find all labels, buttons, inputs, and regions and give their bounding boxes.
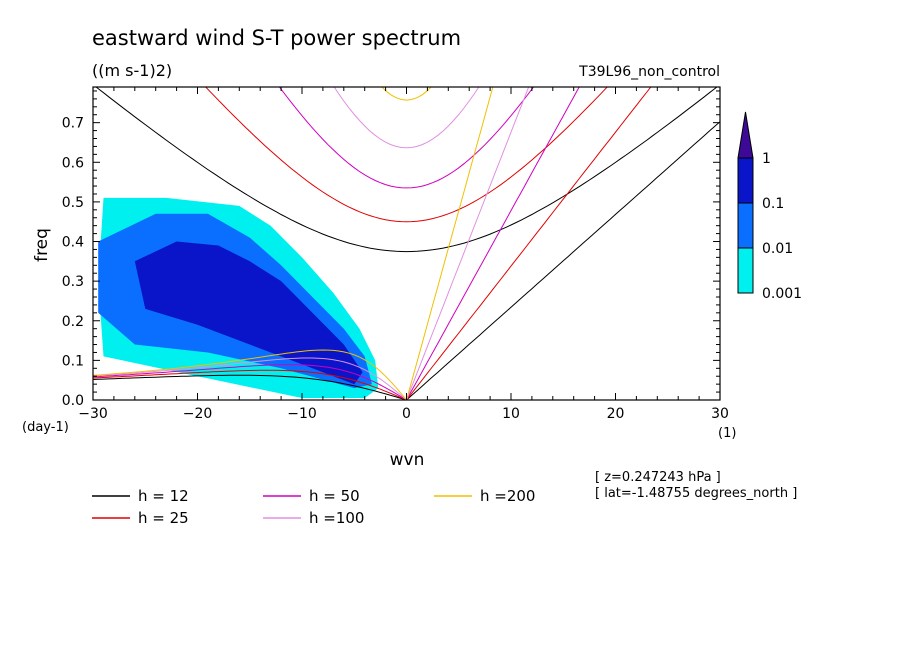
- y-unit-label: (day-1): [22, 420, 69, 435]
- legend-label: h = 12: [138, 487, 189, 505]
- x-tick-label: −10: [287, 406, 317, 422]
- colorbar-triangle: [737, 111, 754, 159]
- rossby-curve-h25: [93, 369, 407, 400]
- kelvin-curve-h100: [406, 87, 530, 400]
- y-axis-label: freq: [32, 228, 52, 262]
- x-tick-label: 0: [402, 406, 411, 422]
- y-tick-label: 0.4: [62, 235, 84, 251]
- kelvin-curve-h25: [406, 87, 652, 400]
- gravity-curve-h12: [95, 87, 718, 253]
- y-tick-label: 0.6: [62, 155, 84, 171]
- kelvin-curve-h200: [406, 87, 494, 400]
- rossby-curve-h50: [93, 364, 407, 400]
- y-tick-label: 0.1: [62, 353, 84, 369]
- plot-area: [93, 87, 720, 400]
- lat-annotation: [ lat=-1.48755 degrees_north ]: [595, 486, 797, 501]
- gravity-curve-h200: [381, 87, 432, 101]
- kelvin-curve-h50: [406, 87, 580, 400]
- legend-label: h = 50: [309, 487, 360, 505]
- colorbar-label: 0.01: [762, 241, 793, 257]
- chart-title: eastward wind S-T power spectrum: [92, 26, 461, 50]
- colorbar-label: 0.1: [762, 196, 784, 212]
- colorbar-segment: [737, 157, 754, 204]
- legend-label: h =100: [309, 509, 364, 527]
- gravity-curve-h25: [205, 87, 608, 223]
- x-axis-label: wvn: [390, 450, 425, 470]
- x-tick-label: 30: [711, 406, 729, 422]
- power-region-2: [134, 241, 363, 385]
- y-tick-label: 0.5: [62, 195, 84, 211]
- x-tick-label: 20: [607, 406, 625, 422]
- colorbar: 0.001 0.01 0.1 1: [737, 111, 802, 302]
- legend-label: h = 25: [138, 509, 189, 527]
- y-tick-label: 0.7: [62, 116, 84, 132]
- units-label: ((m s-1)2): [92, 61, 172, 80]
- x-tick-label: 10: [502, 406, 520, 422]
- x-tick-label: −30: [78, 406, 108, 422]
- rossby-curve-h200: [93, 349, 407, 400]
- x-tick-label: −20: [183, 406, 213, 422]
- colorbar-segment: [737, 247, 754, 294]
- y-tick-label: 0.3: [62, 274, 84, 290]
- colorbar-segment: [737, 202, 754, 249]
- gravity-curve-h100: [333, 87, 480, 149]
- dispersion-curves: [93, 87, 720, 400]
- y-tick-label: 0.2: [62, 314, 84, 330]
- legend-label: h =200: [480, 487, 535, 505]
- rossby-curve-h12: [93, 374, 407, 400]
- y-tick-label: 0.0: [62, 393, 84, 409]
- power-regions: [98, 197, 379, 398]
- run-label: T39L96_non_control: [578, 64, 720, 80]
- kelvin-curve-h12: [406, 121, 720, 400]
- x-unit-label: (1): [718, 426, 736, 441]
- colorbar-label: 0.001: [762, 286, 802, 302]
- z-annotation: [ z=0.247243 hPa ]: [595, 470, 721, 485]
- colorbar-label: 1: [762, 151, 771, 167]
- curve-legend: h = 12 h = 25 h = 50 h =100 h =200: [92, 487, 535, 527]
- rossby-curve-h100: [93, 357, 407, 400]
- axis-ticks: −30 −20 −10 0 10 20 30 0.0 0.1 0.2 0.3 0.4 0.5 0.6 0.7: [62, 87, 729, 422]
- gravity-curve-h50: [278, 87, 535, 189]
